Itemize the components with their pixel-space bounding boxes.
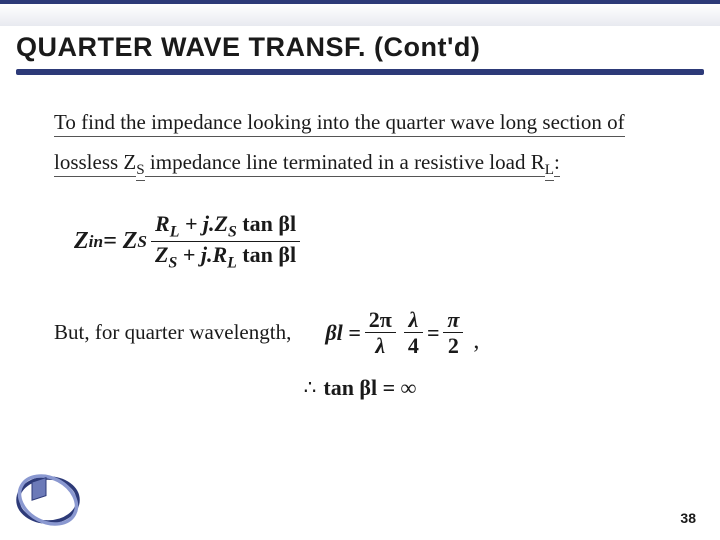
eq2-n2: λ	[404, 307, 422, 332]
equation-1: Zin = ZS RL + j.ZS tan βl ZS + j.RL tan …	[74, 211, 304, 273]
para-sub-l: L	[545, 162, 554, 181]
eq2-d1: λ	[371, 333, 389, 358]
eq1-num-plus: + j.Z	[179, 211, 228, 236]
para-text-2: impedance line terminated in a resistive…	[145, 150, 545, 177]
eq1-den-plus: + j.R	[177, 242, 227, 267]
eq2-comma: ,	[473, 328, 479, 359]
equation-1-row: Zin = ZS RL + j.ZS tan βl ZS + j.RL tan …	[54, 211, 666, 273]
eq2-frac1: 2π λ	[365, 307, 396, 359]
eq1-zin-sub: in	[89, 232, 103, 252]
eq1-den-zs-sub: S	[168, 255, 177, 272]
eq1-num-r: R	[155, 211, 170, 236]
para-text-3: :	[554, 150, 560, 177]
eq2-n3: π	[443, 307, 463, 332]
eq2-lhs: βl =	[325, 320, 360, 346]
eq1-num-zs-sub: S	[228, 223, 237, 240]
eq2-d3: 2	[444, 333, 463, 358]
eq1-fraction: RL + j.ZS tan βl ZS + j.RL tan βl	[151, 211, 300, 273]
eq1-numerator: RL + j.ZS tan βl	[151, 211, 300, 242]
eq1-num-rl-sub: L	[170, 223, 180, 240]
eq2-frac3: π 2	[443, 307, 463, 359]
eq2-frac2: λ 4	[404, 307, 423, 359]
eq1-zin-z: Z	[74, 228, 89, 255]
equation-3: ∴ tan βl = ∞	[304, 375, 417, 401]
eq2-d2: 4	[404, 333, 423, 358]
therefore-icon: ∴	[304, 375, 316, 400]
eq1-zs-sub: S	[137, 232, 147, 252]
eq3-body: tan βl = ∞	[323, 375, 416, 401]
header-bar	[0, 0, 720, 26]
eq2-n1: 2π	[365, 307, 396, 332]
intro-paragraph: To find the impedance looking into the q…	[54, 103, 666, 185]
equation-3-wrap: ∴ tan βl = ∞	[54, 375, 666, 401]
eq2-eq2: =	[427, 320, 440, 346]
eq1-den-rl-sub: L	[227, 255, 237, 272]
content-area: To find the impedance looking into the q…	[0, 75, 720, 409]
eq1-den-tan: tan βl	[237, 242, 296, 267]
slide-title: QUARTER WAVE TRANSF. (Cont'd)	[0, 26, 720, 69]
eq1-num-tan: tan βl	[237, 211, 296, 236]
eq1-den-z: Z	[155, 242, 168, 267]
para-sub-s: S	[136, 162, 144, 181]
eq1-eq-zs: = Z	[103, 228, 137, 255]
secondary-lead: But, for quarter wavelength,	[54, 320, 291, 345]
secondary-row: But, for quarter wavelength, βl = 2π λ λ…	[54, 307, 666, 359]
equation-2: βl = 2π λ λ 4 = π 2 ,	[325, 307, 479, 359]
eq1-denominator: ZS + j.RL tan βl	[151, 242, 300, 273]
slide-logo	[14, 470, 92, 526]
page-number: 38	[680, 510, 696, 526]
